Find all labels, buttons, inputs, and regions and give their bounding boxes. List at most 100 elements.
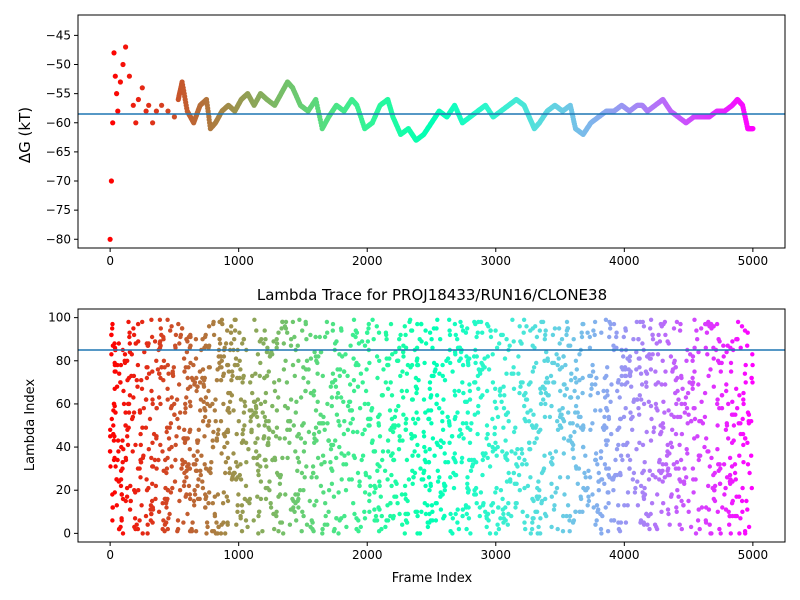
lambda-point — [480, 330, 485, 335]
lambda-point — [369, 406, 375, 411]
lambda-point — [728, 369, 734, 374]
lambda-point — [341, 462, 346, 467]
lambda-point — [197, 380, 203, 385]
lambda-point — [452, 457, 457, 463]
lambda-point — [362, 516, 368, 521]
lambda-point — [522, 416, 527, 422]
x-tick-label: 0 — [106, 254, 114, 268]
lambda-point — [699, 326, 704, 331]
lambda-point — [238, 367, 243, 372]
lambda-point — [312, 503, 317, 508]
lambda-point — [377, 358, 382, 363]
lambda-point — [299, 529, 304, 534]
lambda-point — [688, 418, 694, 424]
lambda-point — [729, 440, 735, 445]
lambda-point — [258, 401, 264, 407]
lambda-point — [721, 462, 727, 467]
lambda-point — [448, 529, 453, 534]
lambda-point — [488, 328, 493, 333]
lambda-point — [375, 414, 381, 420]
lambda-point — [154, 358, 159, 363]
lambda-point — [372, 490, 377, 495]
lambda-point — [749, 375, 754, 381]
lambda-point — [715, 447, 720, 452]
lambda-point — [225, 328, 230, 333]
lambda-point — [256, 468, 261, 473]
lambda-point — [506, 501, 511, 506]
lambda-point — [750, 380, 755, 385]
lambda-point — [747, 470, 752, 476]
lambda-point — [276, 395, 281, 400]
lambda-point — [403, 496, 408, 502]
x-tick-label: 5000 — [738, 254, 769, 268]
lambda-point — [366, 321, 371, 327]
lambda-point — [185, 375, 190, 381]
lambda-point — [335, 367, 340, 372]
lambda-point — [398, 332, 403, 338]
lambda-point — [158, 442, 163, 448]
lambda-point — [489, 503, 494, 508]
lambda-point — [559, 365, 565, 370]
lambda-point — [248, 380, 253, 385]
lambda-point — [667, 522, 672, 527]
lambda-point — [109, 416, 115, 422]
delta-g-y-axis-label: ΔG (kT) — [16, 107, 34, 163]
lambda-point — [465, 326, 470, 331]
lambda-point — [188, 403, 193, 409]
lambda-point — [399, 388, 404, 394]
lambda-point — [215, 492, 221, 497]
lambda-point — [329, 481, 335, 486]
lambda-point — [536, 429, 541, 435]
lambda-point — [534, 423, 539, 428]
lambda-point — [540, 384, 545, 389]
lambda-point — [359, 457, 364, 463]
delta-g-point — [153, 108, 159, 114]
lambda-point — [137, 466, 142, 471]
lambda-point — [242, 496, 247, 502]
lambda-point — [542, 358, 547, 363]
lambda-point — [706, 449, 711, 454]
lambda-point — [483, 509, 488, 514]
lambda-point — [577, 378, 582, 383]
lambda-point — [625, 356, 630, 361]
lambda-point — [690, 358, 695, 363]
lambda-point — [240, 341, 245, 346]
lambda-point — [734, 513, 739, 519]
lambda-point — [131, 332, 137, 338]
lambda-point — [513, 501, 518, 506]
x-tick-label: 2000 — [352, 548, 383, 562]
lambda-point — [405, 362, 411, 368]
lambda-point — [376, 505, 381, 510]
lambda-point — [176, 425, 182, 430]
lambda-point — [676, 397, 681, 402]
lambda-point — [274, 425, 280, 430]
lambda-point — [267, 354, 273, 359]
lambda-point — [301, 449, 307, 454]
lambda-point — [168, 421, 174, 426]
lambda-point — [407, 319, 412, 325]
lambda-point — [373, 513, 379, 519]
lambda-point — [410, 481, 415, 486]
lambda-point — [614, 334, 619, 340]
lambda-point — [360, 431, 365, 437]
lambda-point — [435, 479, 441, 484]
lambda-point — [241, 336, 247, 342]
lambda-point — [295, 455, 300, 461]
lambda-point — [165, 317, 170, 322]
lambda-point — [140, 531, 145, 536]
lambda-point — [519, 451, 525, 456]
lambda-point — [325, 401, 330, 407]
lambda-point — [414, 410, 419, 415]
lambda-point — [427, 386, 432, 391]
lambda-point — [646, 477, 652, 482]
lambda-point — [412, 449, 417, 454]
lambda-point — [421, 470, 426, 476]
lambda-point — [195, 440, 200, 445]
lambda-point — [230, 373, 235, 379]
lambda-point — [673, 390, 678, 396]
lambda-point — [300, 328, 305, 333]
lambda-point — [544, 513, 549, 519]
lambda-point — [210, 438, 215, 443]
lambda-point — [583, 475, 588, 480]
lambda-point — [749, 453, 754, 458]
